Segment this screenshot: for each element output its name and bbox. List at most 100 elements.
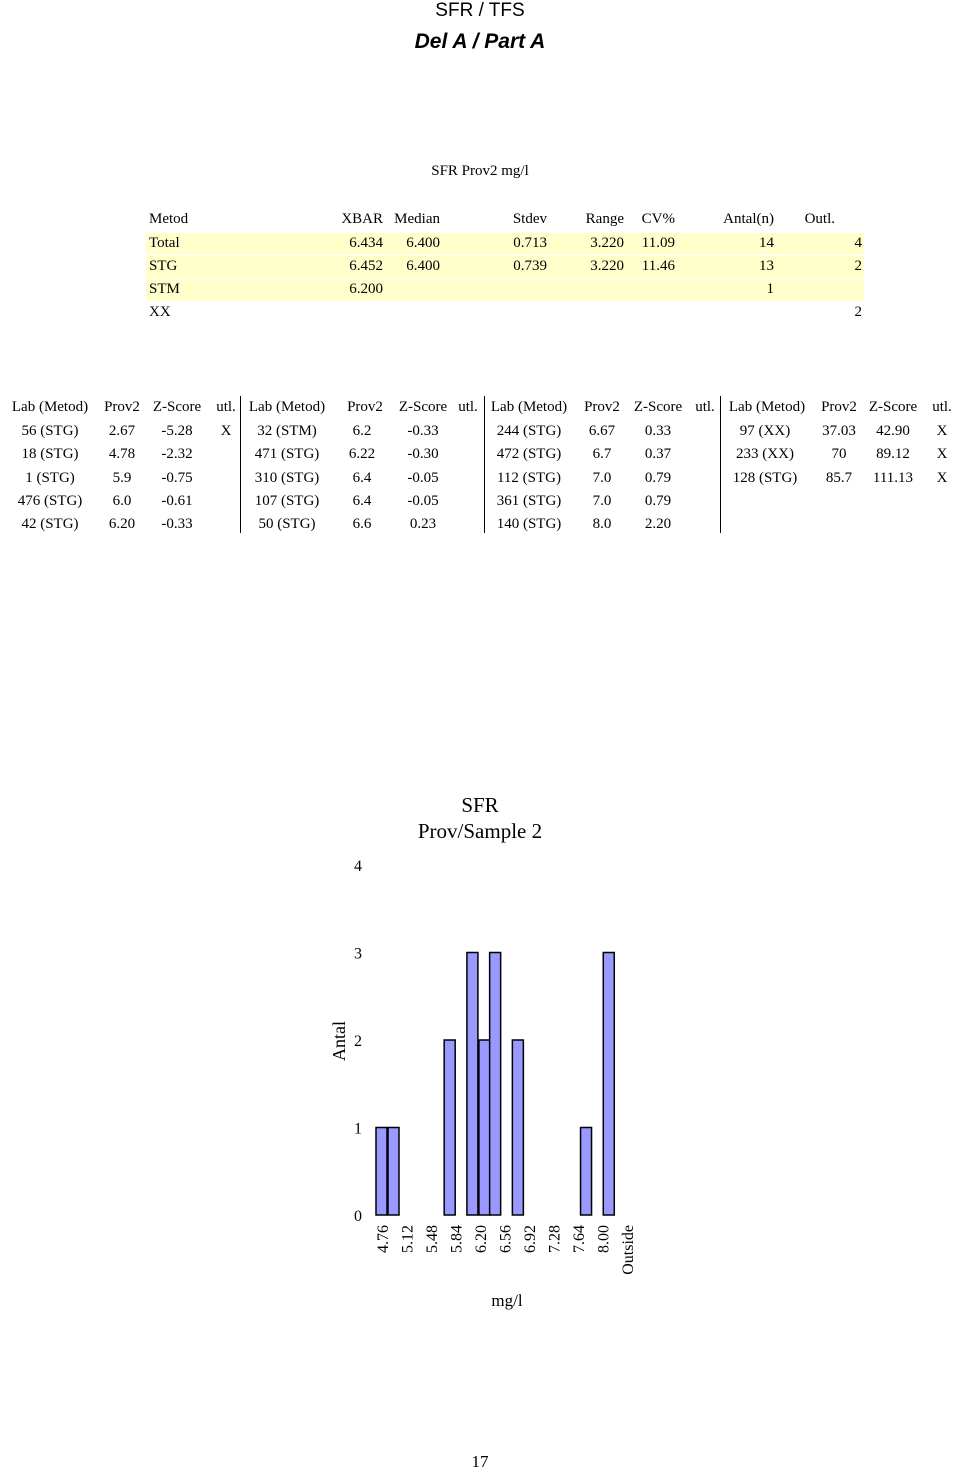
results-table-cell: 0.79	[644, 469, 672, 486]
chart-bar	[387, 1126, 400, 1216]
chart-x-tick-label: 6.56	[498, 1225, 515, 1253]
results-table-cell: 6.2	[352, 423, 372, 439]
summary-table-cell: 6.434	[349, 235, 383, 251]
summary-row-highlight	[146, 233, 864, 255]
summary-table-cell: 0.739	[513, 258, 547, 274]
chart-y-tick-label: 0	[354, 1208, 362, 1225]
results-table-cell: -0.61	[161, 492, 193, 509]
summary-table-caption: SFR Prov2 mg/l	[431, 163, 529, 179]
summary-header-cell: CV%	[641, 211, 675, 227]
results-table-cell: 471 (STG)	[254, 446, 320, 463]
summary-table-cell: XX	[149, 304, 171, 320]
results-table-cell: 18 (STG)	[21, 446, 79, 463]
results-table-cell: -2.32	[161, 446, 193, 463]
summary-table-cell: 1	[766, 281, 775, 297]
results-table-cell: 6.7	[592, 446, 612, 463]
chart-x-tick-label: 5.12	[400, 1225, 417, 1253]
results-header-cell: Prov2	[104, 399, 140, 415]
results-table-cell: 310 (STG)	[254, 469, 320, 486]
results-header-cell: utl.	[216, 399, 236, 415]
summary-row-highlight	[146, 256, 864, 278]
results-table-cell: 6.6	[352, 516, 372, 533]
chart-x-tick-label: Outside	[620, 1225, 637, 1275]
page-header-subtitle: Del A / Part A	[414, 30, 546, 53]
chart-x-tick-label: 6.20	[473, 1225, 490, 1253]
results-table-cell: 42.90	[876, 423, 910, 439]
summary-header-cell: Median	[394, 211, 440, 227]
results-header-cell: Lab (Metod)	[248, 399, 326, 415]
summary-table-cell: Total	[149, 235, 180, 251]
chart-y-tick-label: 4	[354, 858, 362, 875]
results-table-cell: -0.33	[407, 423, 439, 439]
results-header-cell: Z-Score	[398, 399, 448, 415]
results-header-cell: utl.	[695, 399, 715, 415]
results-table-cell: -0.75	[161, 469, 193, 486]
results-table-cell: X	[936, 446, 948, 463]
summary-table-cell: 13	[759, 258, 774, 274]
chart-x-tick-label: 7.64	[571, 1225, 588, 1253]
results-header-cell: Lab (Metod)	[728, 399, 806, 415]
summary-table-cell: 11.46	[641, 258, 675, 274]
chart-x-tick-label: 7.28	[547, 1225, 564, 1253]
chart-bar	[602, 951, 616, 1216]
page-header-title: SFR / TFS	[435, 0, 525, 21]
results-table-cell: 50 (STG)	[258, 516, 316, 533]
results-table-cell: -0.05	[407, 469, 439, 486]
results-table-cell: 70	[831, 446, 847, 463]
summary-header-cell: Range	[585, 211, 624, 227]
results-table-cell: 244 (STG)	[496, 423, 562, 439]
results-table-cell: 361 (STG)	[496, 492, 562, 509]
results-header-cell: Prov2	[584, 399, 620, 415]
results-table-cell: 6.4	[352, 492, 372, 509]
results-table-cell: 6.0	[112, 492, 132, 509]
chart-y-axis-label: Antal	[329, 1021, 349, 1061]
summary-table-cell: 3.220	[590, 235, 624, 251]
summary-table-cell: 0.713	[513, 235, 547, 251]
results-table-cell: 112 (STG)	[496, 469, 562, 486]
page-number: 17	[471, 1452, 489, 1471]
summary-table-cell: STM	[149, 281, 180, 297]
results-group-divider	[240, 396, 241, 533]
chart-y-tick-label: 3	[354, 946, 362, 963]
results-table-cell: -0.33	[161, 516, 193, 533]
summary-header-cell: Antal(n)	[723, 211, 774, 227]
results-table-cell: 85.7	[825, 469, 853, 486]
results-table-cell: 0.79	[644, 492, 672, 509]
summary-table-cell: STG	[149, 258, 178, 274]
results-group-divider	[484, 396, 485, 533]
histogram-chart: SFR Prov/Sample 2 Antal mg/l 0 1 2 3 4 4.76 5…	[329, 793, 637, 1310]
results-table-cell: 5.9	[112, 469, 132, 486]
chart-bar	[478, 1039, 491, 1216]
results-table-cell: 476 (STG)	[17, 492, 83, 509]
results-table-cell: 0.33	[644, 423, 672, 439]
results-table-cell: 32 (STM)	[257, 423, 317, 439]
results-header-cell: utl.	[932, 399, 952, 415]
results-table-cell: 107 (STG)	[254, 492, 320, 509]
results-table-cell: -0.05	[407, 492, 439, 509]
results-table-cell: 140 (STG)	[496, 516, 562, 533]
results-table-cell: 56 (STG)	[21, 423, 79, 439]
chart-bar	[443, 1039, 456, 1216]
chart-x-tick-label: 5.84	[449, 1225, 466, 1253]
results-table-cell: 233 (XX)	[736, 446, 794, 463]
results-table-cell: -0.30	[407, 446, 439, 463]
summary-table-cell: 3.220	[590, 258, 624, 274]
results-header-cell: Prov2	[821, 399, 857, 415]
results-header-cell: utl.	[458, 399, 478, 415]
summary-table-cell: 2	[854, 258, 863, 274]
chart-y-tick-label: 1	[354, 1121, 362, 1138]
summary-table-cell: 6.452	[349, 258, 383, 274]
results-table-cell: 89.12	[876, 446, 910, 463]
results-table-cell: 1 (STG)	[25, 469, 75, 486]
results-table-cell: -5.28	[161, 423, 193, 439]
chart-x-tick-label: 5.48	[424, 1225, 441, 1253]
summary-table-cell: 11.09	[641, 235, 675, 251]
chart-title-line-1: SFR	[461, 793, 498, 817]
chart-title-line-2: Prov/Sample 2	[418, 819, 542, 843]
results-header-cell: Z-Score	[633, 399, 683, 415]
results-header-cell: Prov2	[347, 399, 383, 415]
results-header-cell: Lab (Metod)	[11, 399, 89, 415]
results-header-cell: Z-Score	[152, 399, 202, 415]
chart-x-tick-label: 6.92	[522, 1225, 539, 1253]
summary-header-cell: Stdev	[512, 211, 547, 227]
